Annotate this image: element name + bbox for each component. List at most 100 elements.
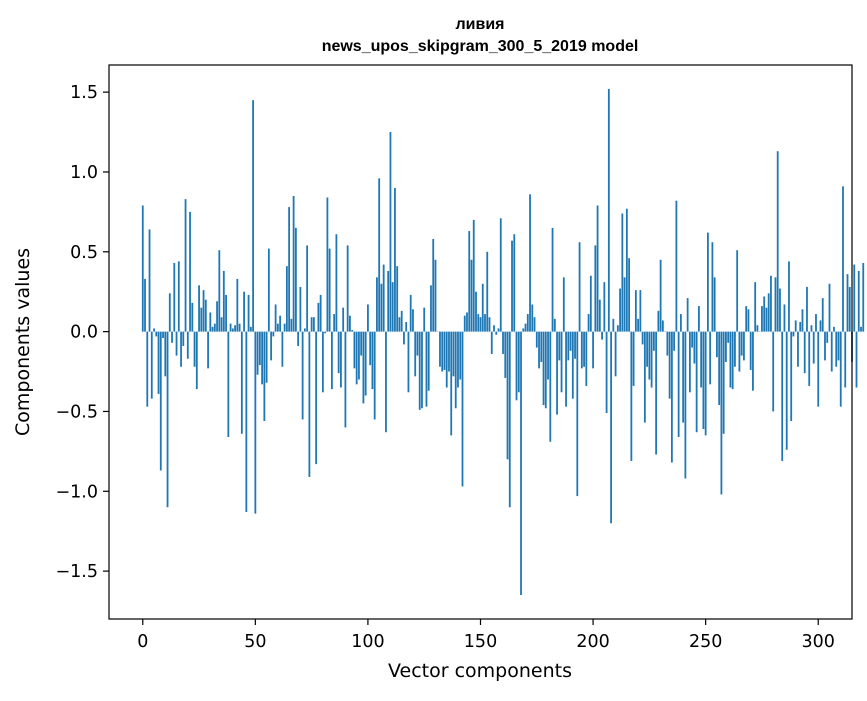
- bar: [588, 314, 590, 332]
- bar: [763, 297, 765, 332]
- bar: [385, 332, 387, 433]
- bar: [565, 332, 567, 407]
- bar: [261, 332, 263, 385]
- bar: [480, 317, 482, 331]
- bar: [657, 311, 659, 332]
- bar: [603, 282, 605, 331]
- bar: [304, 328, 306, 331]
- bar: [430, 285, 432, 331]
- bar: [214, 324, 216, 332]
- bar: [331, 332, 333, 389]
- y-tick-label: 0.5: [70, 243, 98, 263]
- bar: [849, 287, 851, 332]
- bar: [579, 242, 581, 331]
- x-tick-label: 250: [689, 632, 722, 652]
- bar: [826, 332, 828, 343]
- bar: [567, 332, 569, 361]
- bar: [491, 332, 493, 354]
- bar: [338, 332, 340, 374]
- bar: [858, 271, 860, 332]
- bar: [781, 332, 783, 461]
- bar: [185, 199, 187, 332]
- bar: [601, 332, 603, 340]
- bar: [808, 332, 810, 386]
- bar: [790, 332, 792, 421]
- bar: [297, 332, 299, 346]
- bar: [399, 317, 401, 331]
- bar: [853, 265, 855, 332]
- bar: [574, 332, 576, 359]
- bar: [475, 292, 477, 332]
- bar: [572, 332, 574, 399]
- bar: [191, 303, 193, 332]
- bar: [160, 332, 162, 471]
- bar: [144, 279, 146, 332]
- bar: [288, 207, 290, 332]
- bar: [169, 293, 171, 331]
- bar: [775, 277, 777, 331]
- y-tick-label: 1.5: [70, 83, 98, 103]
- bar: [207, 332, 209, 369]
- bar: [248, 295, 250, 332]
- bar: [637, 319, 639, 332]
- bar: [585, 332, 587, 386]
- bar: [486, 252, 488, 332]
- bar: [608, 89, 610, 332]
- bar: [576, 332, 578, 496]
- bar: [522, 328, 524, 331]
- bar: [504, 332, 506, 378]
- bar: [250, 327, 252, 332]
- bar: [534, 317, 536, 331]
- bar: [797, 332, 799, 367]
- bar: [403, 332, 405, 345]
- bar: [482, 284, 484, 332]
- bar: [151, 332, 153, 399]
- bar: [538, 332, 540, 369]
- bar: [221, 317, 223, 331]
- bar: [349, 316, 351, 332]
- bar: [468, 231, 470, 332]
- bar: [410, 295, 412, 332]
- bar: [387, 271, 389, 332]
- bar: [270, 332, 272, 361]
- bar: [714, 277, 716, 331]
- bar: [795, 320, 797, 331]
- bar: [176, 332, 178, 356]
- bar: [277, 324, 279, 332]
- bar: [180, 332, 182, 367]
- bar: [635, 290, 637, 332]
- bar: [401, 311, 403, 332]
- bar: [396, 266, 398, 331]
- bar: [196, 332, 198, 389]
- bar: [241, 332, 243, 434]
- bar: [793, 332, 795, 337]
- bar: [198, 285, 200, 331]
- bar: [806, 287, 808, 332]
- bar: [453, 332, 455, 377]
- bar: [696, 332, 698, 433]
- bar: [766, 308, 768, 332]
- bar: [426, 332, 428, 407]
- bar: [673, 332, 675, 351]
- bar: [561, 332, 563, 393]
- bar: [200, 308, 202, 332]
- bar: [266, 332, 268, 383]
- bar: [725, 332, 727, 362]
- x-tick-label: 100: [351, 632, 384, 652]
- bar: [621, 213, 623, 331]
- bar: [313, 317, 315, 331]
- bar: [730, 332, 732, 388]
- bar: [227, 332, 229, 437]
- bar: [209, 312, 211, 331]
- bar: [333, 314, 335, 332]
- bar: [594, 245, 596, 331]
- bar: [691, 332, 693, 348]
- bar: [320, 295, 322, 332]
- bar: [149, 229, 151, 331]
- bar: [164, 332, 166, 377]
- bar: [428, 332, 430, 391]
- bar: [847, 274, 849, 331]
- bar: [590, 276, 592, 332]
- bar: [308, 332, 310, 477]
- bar: [435, 260, 437, 332]
